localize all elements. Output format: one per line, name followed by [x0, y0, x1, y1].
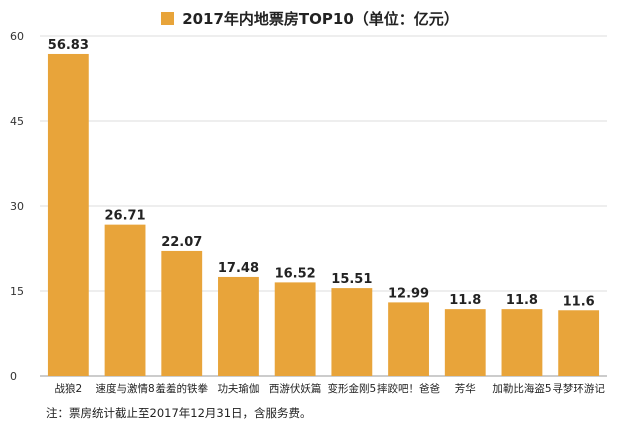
bar [331, 288, 373, 376]
x-category-label: 变形金刚5 [328, 382, 377, 395]
y-tick-label: 0 [10, 370, 17, 383]
data-label: 22.07 [161, 235, 202, 250]
chart-legend: 2017年内地票房TOP10（单位：亿元） [0, 8, 620, 29]
y-tick-label: 45 [10, 115, 24, 128]
y-tick-label: 15 [10, 285, 24, 298]
bar [501, 309, 543, 376]
bar [274, 282, 316, 376]
data-label: 11.8 [506, 293, 538, 308]
x-category-label: 功夫瑜伽 [217, 382, 259, 395]
bar [444, 309, 486, 376]
data-label: 26.71 [104, 209, 145, 224]
bar [161, 250, 203, 376]
data-label: 15.51 [331, 272, 372, 287]
x-category-label: 速度与激情8 [95, 382, 154, 395]
data-label: 11.6 [563, 294, 595, 309]
x-category-label: 摔跤吧！爸爸 [377, 382, 440, 395]
data-label: 56.83 [48, 38, 89, 53]
x-category-label: 芳华 [455, 382, 476, 395]
bar [388, 302, 429, 376]
y-tick-label: 60 [10, 30, 24, 43]
bar [558, 310, 600, 376]
footnote: 注：票房统计截止至2017年12月31日，含服务费。 [46, 406, 312, 420]
x-category-label: 战狼2 [55, 382, 83, 395]
legend-label: 2017年内地票房TOP10（单位：亿元） [182, 10, 459, 28]
data-label: 11.8 [449, 293, 481, 308]
legend-swatch [161, 12, 175, 25]
bar [218, 276, 259, 376]
bar [47, 53, 89, 377]
x-category-label: 加勒比海盗5 [492, 382, 551, 395]
data-label: 12.99 [388, 286, 429, 301]
y-tick-label: 30 [10, 200, 24, 213]
bar [104, 224, 146, 376]
x-category-label: 西游伏妖篇 [269, 382, 322, 395]
x-category-label: 羞羞的铁拳 [156, 382, 209, 395]
data-label: 17.48 [218, 261, 259, 276]
data-label: 16.52 [275, 266, 316, 281]
x-category-label: 寻梦环游记 [552, 382, 605, 395]
